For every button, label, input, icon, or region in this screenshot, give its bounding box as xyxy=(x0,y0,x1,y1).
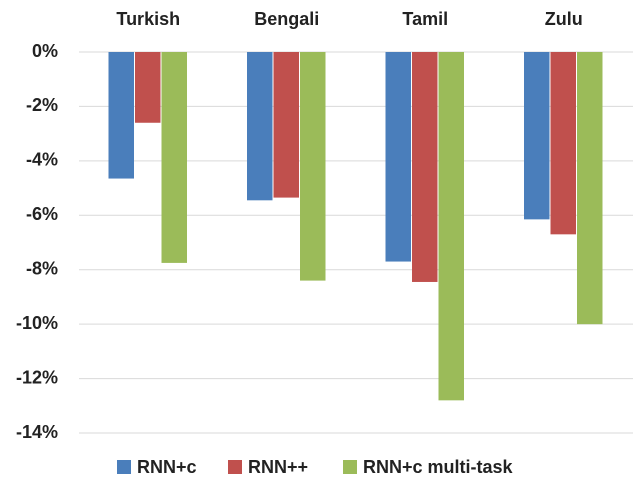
bar xyxy=(577,52,603,325)
y-tick-label: -14% xyxy=(16,422,58,442)
y-tick-label: -12% xyxy=(16,367,58,387)
x-tick-label: Turkish xyxy=(116,9,180,29)
legend-label: RNN+c xyxy=(137,457,197,477)
legend-label: RNN+c multi-task xyxy=(363,457,514,477)
bar xyxy=(385,52,411,262)
legend-swatch xyxy=(228,460,242,474)
legend-swatch xyxy=(343,460,357,474)
x-tick-label: Zulu xyxy=(545,9,583,29)
legend-label: RNN++ xyxy=(248,457,308,477)
x-tick-label: Bengali xyxy=(254,9,319,29)
bar xyxy=(550,52,576,235)
x-tick-label: Tamil xyxy=(402,9,448,29)
bar xyxy=(438,52,464,401)
bar xyxy=(524,52,550,220)
y-tick-label: -8% xyxy=(26,258,58,278)
y-tick-label: -4% xyxy=(26,150,58,170)
legend-swatch xyxy=(117,460,131,474)
bar xyxy=(247,52,273,201)
y-tick-label: -10% xyxy=(16,313,58,333)
bar xyxy=(300,52,326,281)
bar xyxy=(108,52,134,179)
bar xyxy=(161,52,187,263)
y-tick-label: 0% xyxy=(32,41,58,61)
bar xyxy=(135,52,161,123)
bar xyxy=(273,52,299,198)
bar xyxy=(412,52,438,282)
y-tick-label: -6% xyxy=(26,204,58,224)
y-tick-label: -2% xyxy=(26,95,58,115)
